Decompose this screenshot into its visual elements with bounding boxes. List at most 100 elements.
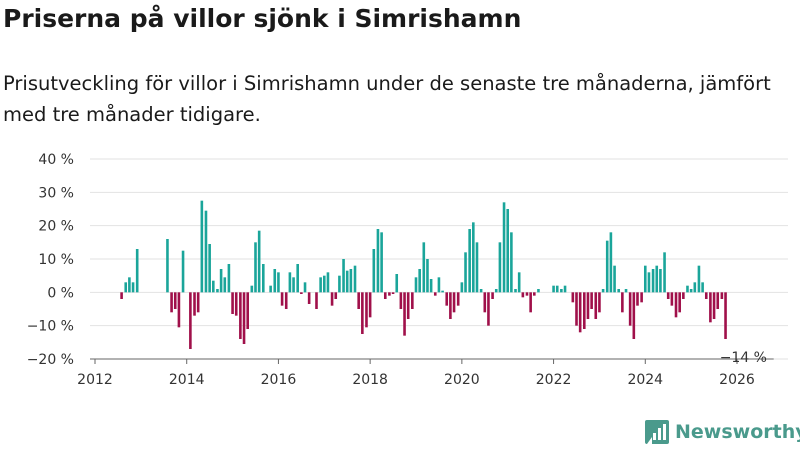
data-bar [441, 290, 444, 293]
newsworthy-logo[interactable]: Newsworthy [644, 419, 800, 445]
data-bar [334, 292, 338, 299]
data-bar [189, 292, 192, 349]
data-bar [277, 272, 280, 293]
data-bar [613, 265, 616, 293]
data-bar [422, 242, 426, 293]
data-bar [135, 249, 139, 293]
data-bar [479, 289, 483, 293]
data-bar [216, 289, 219, 293]
data-bar [533, 292, 536, 296]
data-bar [624, 289, 628, 293]
data-bar [338, 275, 341, 293]
data-bar [452, 292, 456, 313]
data-bar [254, 242, 257, 293]
data-bar [712, 292, 716, 319]
data-bar [124, 282, 128, 293]
data-bar [617, 289, 620, 293]
chart-subtitle: Prisutveckling för villor i Simrishamn u… [3, 72, 771, 126]
data-bar [621, 292, 624, 313]
data-bar [170, 292, 173, 313]
data-bar [388, 292, 391, 296]
data-bar [697, 265, 701, 293]
data-bar [437, 277, 441, 293]
data-bar [666, 292, 670, 299]
data-bar [227, 264, 231, 293]
data-bar [552, 285, 555, 293]
data-bar [239, 292, 242, 339]
data-bar [234, 292, 238, 316]
data-bar [529, 292, 532, 313]
data-bar [560, 289, 563, 293]
data-bar [204, 210, 208, 293]
data-bar [586, 292, 590, 319]
data-bar [426, 259, 429, 293]
data-bar [571, 292, 575, 303]
data-bar [296, 264, 299, 293]
data-bar [704, 292, 708, 299]
data-bar [601, 289, 605, 293]
data-bar [643, 265, 647, 293]
chart-title: Priserna på villor sjönk i Simrishamn [3, 4, 522, 33]
data-bar [575, 292, 578, 326]
data-bar [307, 292, 311, 304]
y-tick-label: 20 % [38, 219, 74, 235]
data-bar [322, 275, 326, 293]
data-bar [598, 292, 601, 313]
data-bar [647, 272, 651, 293]
data-bar [678, 292, 681, 313]
data-bar [411, 292, 414, 309]
data-bar [376, 229, 380, 293]
data-bar [689, 289, 693, 293]
data-bar [173, 292, 177, 309]
data-bar [418, 269, 421, 293]
data-bar [131, 282, 135, 293]
data-bar [181, 250, 185, 293]
data-bar [521, 292, 525, 298]
data-bar [716, 292, 720, 309]
data-bar [269, 285, 272, 293]
data-bar [315, 292, 318, 309]
data-bar [166, 239, 169, 293]
data-bar [659, 269, 662, 293]
data-bar [219, 269, 223, 293]
bars [120, 200, 727, 349]
data-bar [686, 285, 689, 293]
data-bar [525, 292, 529, 296]
data-bar [632, 292, 636, 339]
data-bar [330, 292, 334, 306]
data-bar [368, 292, 372, 318]
data-bar [605, 240, 609, 293]
data-bar [246, 292, 249, 329]
data-bar [403, 292, 406, 336]
data-bar [372, 249, 376, 293]
data-bar [491, 292, 494, 299]
data-bar [231, 292, 234, 314]
last-value-annotation: −14 % [720, 350, 767, 366]
data-bar [514, 289, 517, 293]
data-bar [563, 285, 567, 293]
data-bar [475, 242, 479, 293]
data-bar [292, 277, 295, 293]
data-bar [433, 292, 437, 296]
data-bar [506, 209, 510, 293]
x-tick-label: 2014 [169, 372, 205, 388]
data-bar [365, 292, 368, 328]
data-bar [288, 272, 292, 293]
data-bar [640, 292, 643, 303]
bar-chart: −20 % −10 % 0 % 10 % 20 % 30 % 40 % 2012 2014 201… [27, 152, 788, 388]
y-tick-label: 0 % [47, 285, 74, 301]
y-tick-label: 10 % [38, 252, 74, 268]
tick-labels: −20 % −10 % 0 % 10 % 20 % 30 % 40 % 2012 2014 201… [27, 152, 767, 388]
data-bar [517, 272, 521, 293]
data-bar [670, 292, 674, 306]
data-bar [250, 285, 254, 293]
data-bar [628, 292, 632, 326]
data-bar [257, 230, 261, 293]
x-tick-label: 2016 [261, 372, 297, 388]
data-bar [280, 292, 284, 306]
y-tick-label: 40 % [38, 152, 74, 168]
data-bar [456, 292, 460, 306]
data-bar [319, 277, 322, 293]
data-bar [674, 292, 678, 318]
data-bar [483, 292, 487, 313]
